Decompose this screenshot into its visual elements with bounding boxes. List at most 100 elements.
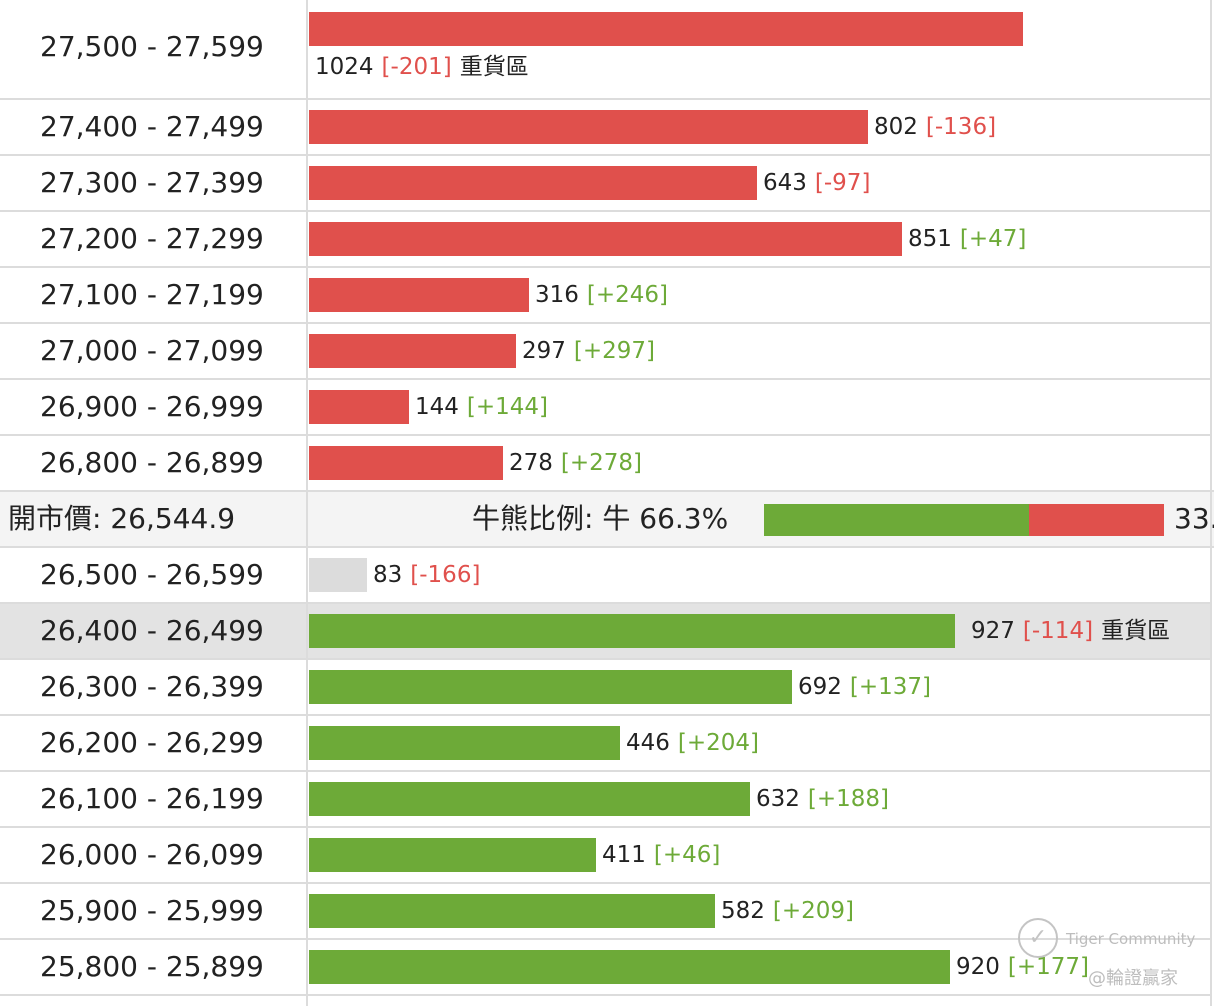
change-value: [+209]	[772, 898, 855, 924]
bar-value-label: 582 [+209]	[721, 896, 854, 926]
table-row: 26,900 - 26,999 144 [+144]	[0, 380, 1212, 436]
table-row: 27,000 - 27,099 297 [+297]	[0, 324, 1212, 380]
change-value: [-166]	[410, 562, 481, 588]
heavy-zone-tag: 重貨區	[459, 54, 529, 80]
change-value: [+204]	[677, 730, 760, 756]
count-value: 692	[798, 674, 842, 700]
bar	[309, 390, 409, 424]
bar-value-label: 411 [+46]	[602, 840, 720, 870]
range-label: 26,000 - 26,099	[40, 838, 264, 871]
table-row: 27,300 - 27,399 643 [-97]	[0, 156, 1212, 212]
range-label: 26,900 - 26,999	[40, 390, 264, 423]
bear-percent: 33.	[1174, 502, 1214, 535]
bar	[309, 670, 792, 704]
count-value: 802	[874, 114, 918, 140]
open-price-value: 26,544.9	[110, 502, 236, 535]
open-price: 開市價: 26,544.9	[8, 502, 235, 536]
bar	[309, 614, 955, 648]
count-value: 83	[373, 562, 403, 588]
bar-value-label: 316 [+246]	[535, 280, 668, 310]
range-label: 26,300 - 26,399	[40, 670, 264, 703]
bar-value-label: 144 [+144]	[415, 392, 548, 422]
bar	[309, 12, 1023, 46]
summary-row: 開市價: 26,544.9 牛熊比例: 牛 66.3% 33.	[0, 490, 1214, 548]
table-row: 26,300 - 26,399 692 [+137]	[0, 660, 1212, 716]
range-label: 26,200 - 26,299	[40, 726, 264, 759]
range-label: 26,800 - 26,899	[40, 446, 264, 479]
bar	[309, 222, 902, 256]
range-label: 27,200 - 27,299	[40, 222, 264, 255]
bar	[309, 558, 367, 592]
ratio-bar	[764, 504, 1164, 536]
range-label: 27,500 - 27,599	[40, 30, 264, 63]
count-value: 278	[509, 450, 553, 476]
bar	[309, 726, 620, 760]
count-value: 927	[971, 618, 1015, 644]
count-value: 920	[956, 954, 1000, 980]
table-row: 26,000 - 26,099 411 [+46]	[0, 828, 1212, 884]
watermark-handle: @輪證贏家	[1088, 968, 1178, 989]
count-value: 411	[602, 842, 646, 868]
change-value: [+144]	[466, 394, 549, 420]
bar	[309, 838, 596, 872]
count-value: 297	[522, 338, 566, 364]
range-label: 26,400 - 26,499	[40, 614, 264, 647]
bar	[309, 334, 516, 368]
column-divider	[306, 0, 308, 1006]
change-value: [+246]	[586, 282, 669, 308]
bull-percent: 66.3%	[639, 502, 729, 535]
range-label: 26,100 - 26,199	[40, 782, 264, 815]
change-value: [+46]	[653, 842, 721, 868]
count-value: 643	[763, 170, 807, 196]
bull-prefix: 牛	[602, 502, 631, 535]
count-value: 144	[415, 394, 459, 420]
bar-value-label: 1024 [-201] 重貨區	[315, 52, 529, 82]
bar	[309, 110, 868, 144]
change-value: [+177]	[1007, 954, 1090, 980]
range-label: 27,100 - 27,199	[40, 278, 264, 311]
ratio-bull-segment	[764, 504, 1030, 536]
bar-value-label: 927 [-114] 重貨區	[971, 616, 1170, 646]
bar-value-label: 83 [-166]	[373, 560, 480, 590]
change-value: [+137]	[849, 674, 932, 700]
count-value: 316	[535, 282, 579, 308]
watermark: ✓ Tiger Community @輪證贏家	[1018, 918, 1198, 989]
table-row: 26,800 - 26,899 278 [+278]	[0, 436, 1212, 492]
change-value: [+297]	[573, 338, 656, 364]
bar	[309, 782, 750, 816]
count-value: 446	[626, 730, 670, 756]
count-value: 1024	[315, 54, 374, 80]
change-value: [-114]	[1022, 618, 1094, 644]
bar	[309, 278, 529, 312]
range-label: 27,000 - 27,099	[40, 334, 264, 367]
table-row: 25,900 - 25,999 582 [+209]	[0, 884, 1212, 940]
bar-value-label: 643 [-97]	[763, 168, 870, 198]
change-value: [-97]	[814, 170, 871, 196]
bar-value-label: 802 [-136]	[874, 112, 996, 142]
bull-bear-ratio: 牛熊比例: 牛 66.3%	[472, 502, 728, 536]
bar-value-label: 278 [+278]	[509, 448, 642, 478]
range-label: 25,900 - 25,999	[40, 894, 264, 927]
range-label: 27,400 - 27,499	[40, 110, 264, 143]
ratio-bear-segment	[1029, 504, 1164, 536]
bar-value-label: 692 [+137]	[798, 672, 931, 702]
table-row: 26,500 - 26,599 83 [-166]	[0, 548, 1212, 604]
bar	[309, 446, 503, 480]
ratio-label: 牛熊比例:	[472, 502, 594, 535]
table-row: 26,400 - 26,499 927 [-114] 重貨區	[0, 604, 1212, 660]
table-row: 26,200 - 26,299 446 [+204]	[0, 716, 1212, 772]
bar-value-label: 446 [+204]	[626, 728, 759, 758]
table-row: 27,400 - 27,499 802 [-136]	[0, 100, 1212, 156]
change-value: [+47]	[959, 226, 1027, 252]
bar-value-label: 632 [+188]	[756, 784, 889, 814]
bar	[309, 166, 757, 200]
change-value: [-136]	[925, 114, 997, 140]
change-value: [-201]	[381, 54, 452, 80]
bar	[309, 950, 950, 984]
table-row: 27,100 - 27,199 316 [+246]	[0, 268, 1212, 324]
table-row: 27,200 - 27,299 851 [+47]	[0, 212, 1212, 268]
tiger-logo-icon: ✓	[1018, 918, 1058, 958]
count-value: 632	[756, 786, 800, 812]
range-label: 26,500 - 26,599	[40, 558, 264, 591]
